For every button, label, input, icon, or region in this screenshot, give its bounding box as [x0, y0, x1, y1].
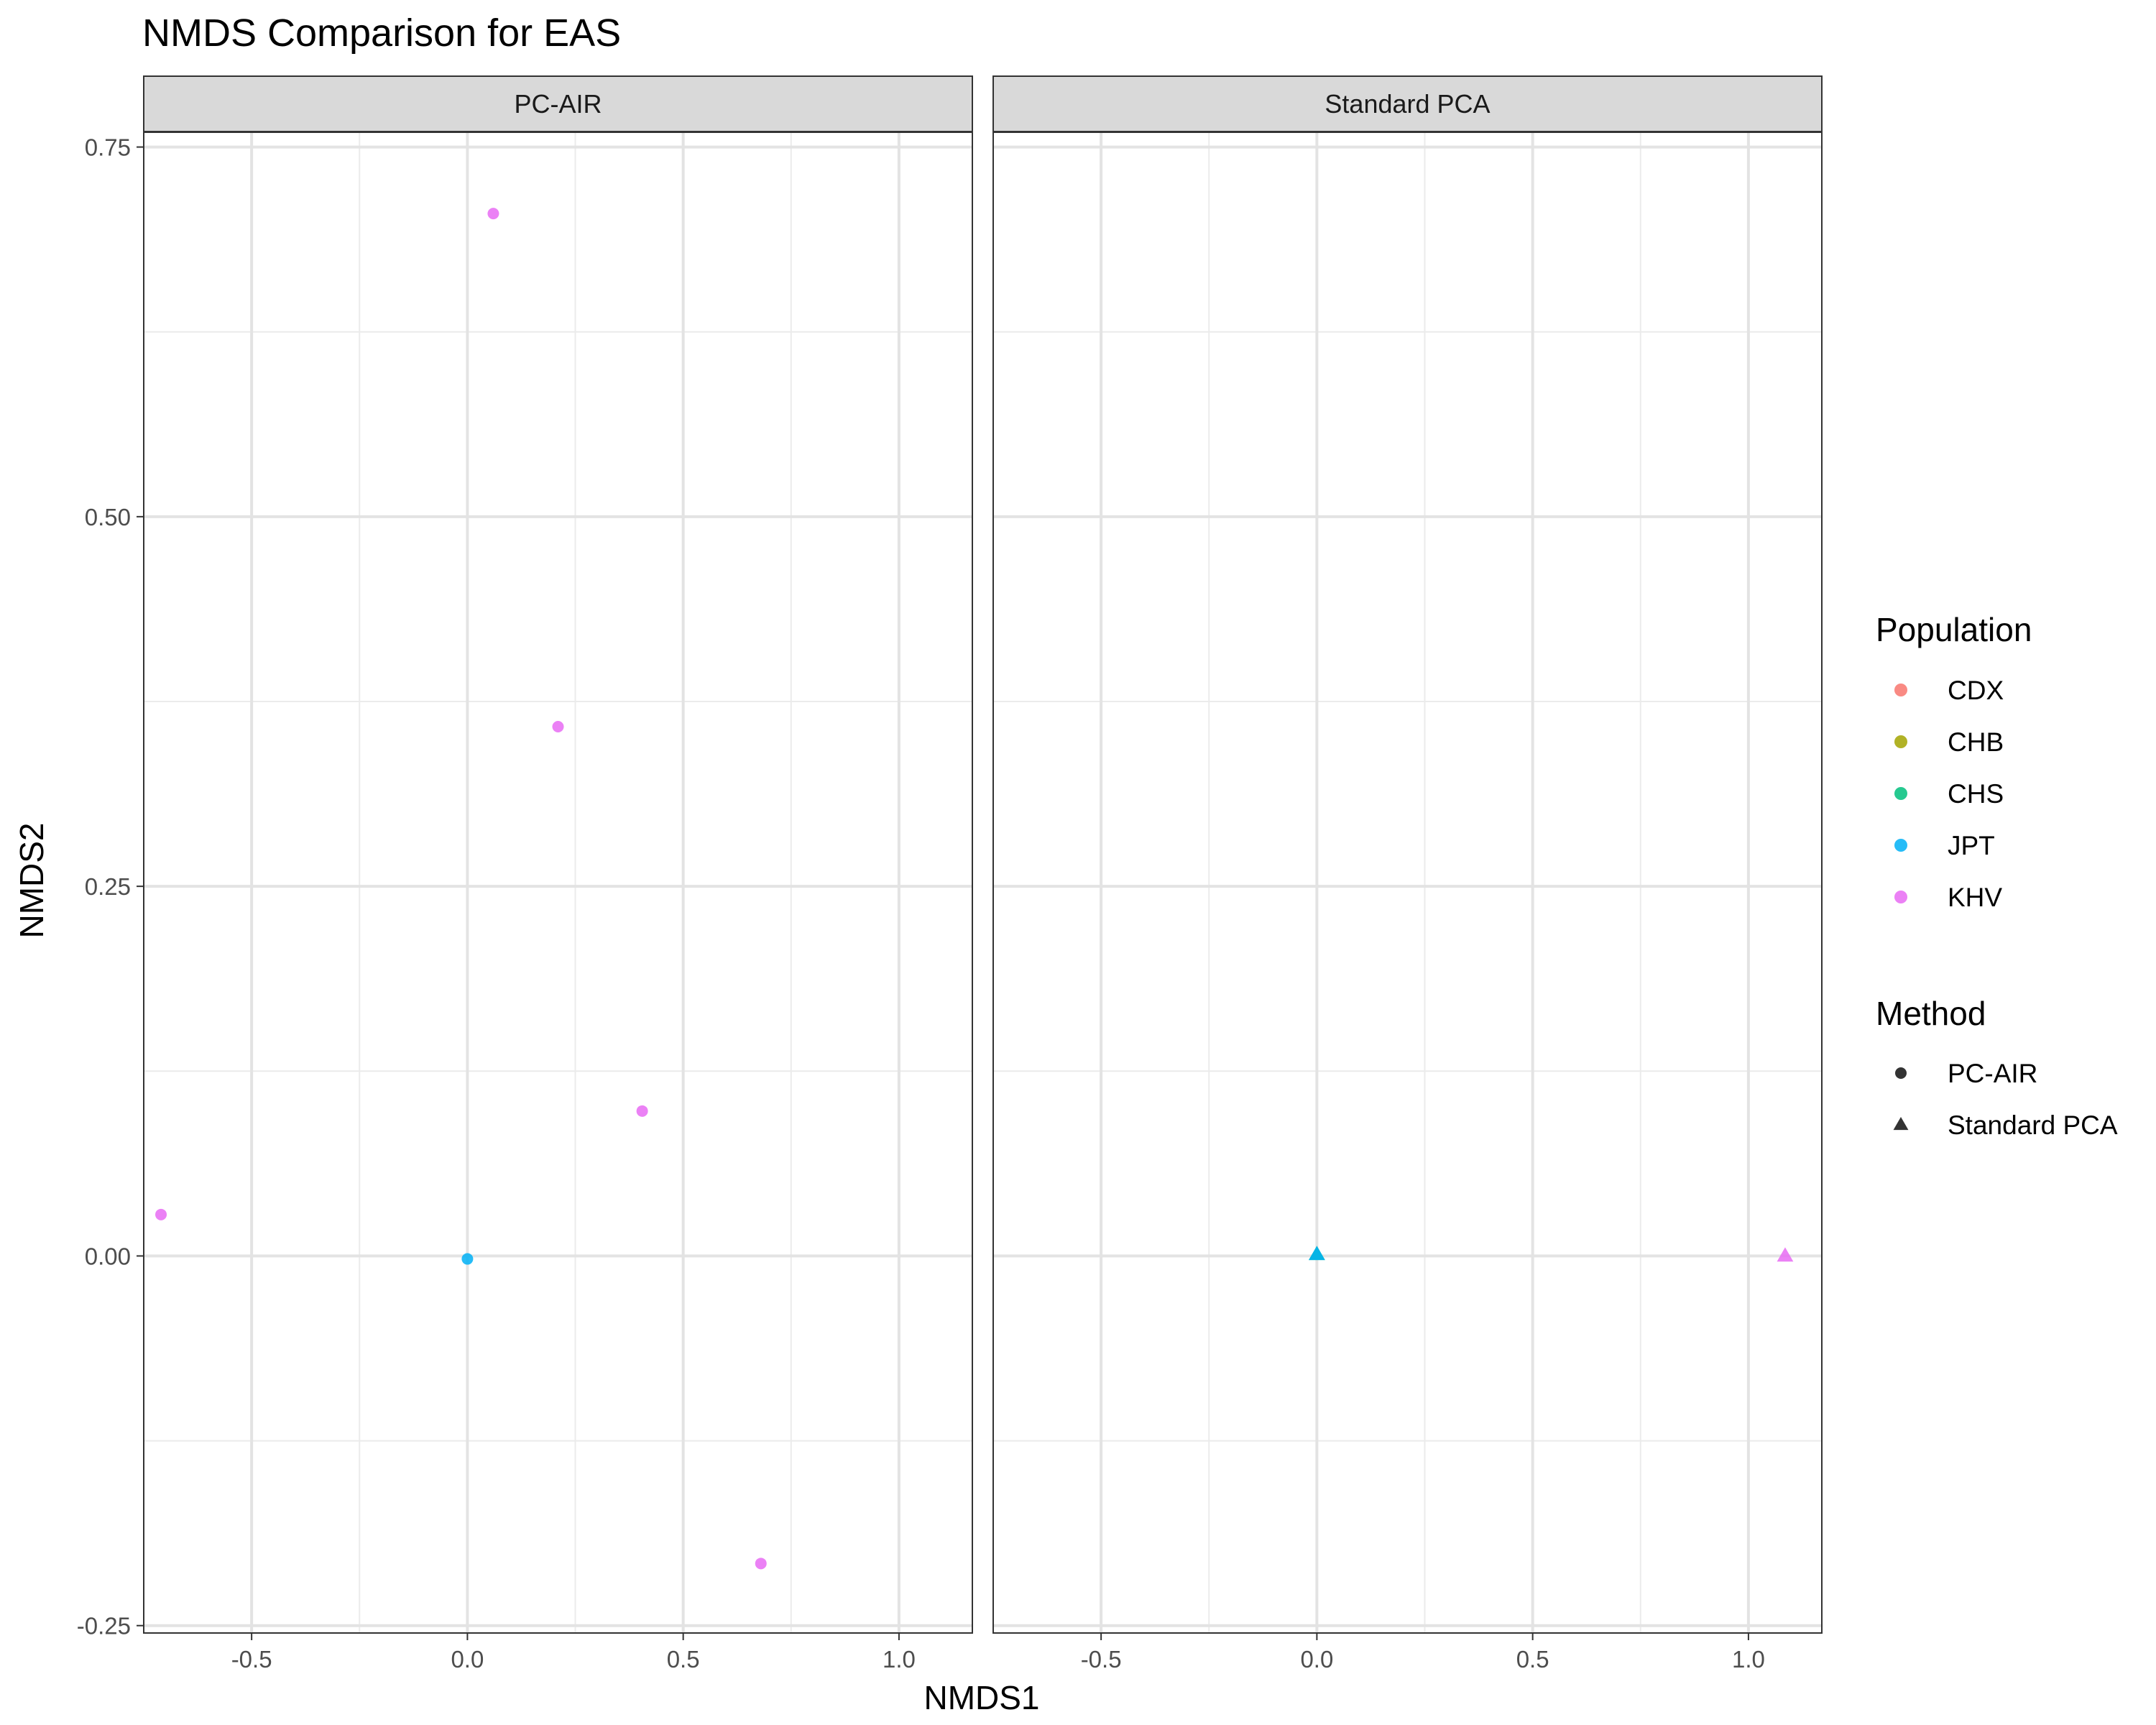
data-point-khv — [487, 208, 499, 220]
facet-panel-2: Standard PCA -0.5 0.0 0.5 1.0 — [992, 75, 1823, 1673]
facet-strip-label: Standard PCA — [1325, 89, 1490, 119]
legend-label-chb: CHB — [1948, 727, 2004, 757]
x-axis-title: NMDS1 — [923, 1679, 1039, 1716]
data-point-khv — [552, 720, 564, 732]
legend-label-method: PC-AIR — [1948, 1059, 2037, 1088]
data-point-khv — [1777, 1247, 1794, 1262]
x-tick-label: 0.5 — [1516, 1646, 1549, 1673]
legend-key-circle — [1895, 1067, 1907, 1079]
y-tick-label: 0.50 — [85, 504, 131, 530]
legend-key-triangle — [1893, 1117, 1909, 1131]
data-point-jpt — [461, 1253, 474, 1265]
x-tick-label: 0.0 — [451, 1646, 484, 1673]
legend-key-khv — [1894, 891, 1907, 903]
legend-label-method: Standard PCA — [1948, 1110, 2118, 1140]
legend-key-chb — [1894, 735, 1907, 748]
legend-key-cdx — [1894, 684, 1907, 696]
panel-border — [992, 132, 1823, 1634]
legend-title-method: Method — [1876, 995, 1986, 1032]
y-tick-label: -0.25 — [77, 1613, 131, 1639]
data-point-khv — [155, 1208, 167, 1220]
data-point-jpt — [1308, 1246, 1325, 1261]
facet-strip-label: PC-AIR — [514, 89, 602, 119]
y-axis: -0.25 0.00 0.25 0.50 0.75 — [77, 134, 144, 1639]
legend: Population CDX CHB CHS JPT KHV Method PC-AIR Sta… — [1876, 611, 2118, 1140]
data-point-khv — [755, 1558, 767, 1570]
panel-background — [993, 132, 1822, 1633]
panel-border — [143, 132, 973, 1634]
facet-panels: PC-AIR -0.5 0.0 0.5 1.0 Standard PCA -0.5 0.0 0.… — [143, 75, 1823, 1673]
facet-strip — [992, 75, 1823, 133]
y-tick-label: 0.25 — [85, 873, 131, 900]
chart-title: NMDS Comparison for EAS — [142, 12, 621, 55]
legend-key-jpt — [1894, 839, 1907, 852]
legend-label-chs: CHS — [1948, 779, 2004, 809]
x-tick-label: -0.5 — [1081, 1646, 1122, 1673]
facet-strip — [143, 75, 973, 133]
y-axis-title: NMDS2 — [13, 822, 50, 938]
data-point-khv — [636, 1105, 648, 1117]
legend-key-chs — [1894, 787, 1907, 800]
legend-label-jpt: JPT — [1948, 831, 1995, 860]
x-tick-label: 1.0 — [883, 1646, 916, 1673]
x-tick-label: 1.0 — [1732, 1646, 1765, 1673]
legend-title-population: Population — [1876, 611, 2032, 648]
y-tick-label: 0.75 — [85, 134, 131, 161]
legend-label-cdx: CDX — [1948, 676, 2004, 705]
legend-label-khv: KHV — [1948, 883, 2002, 912]
y-tick-label: 0.00 — [85, 1243, 131, 1269]
x-tick-label: -0.5 — [231, 1646, 272, 1673]
facet-panel-1: PC-AIR -0.5 0.0 0.5 1.0 — [143, 75, 973, 1673]
x-tick-label: 0.0 — [1300, 1646, 1333, 1673]
panel-background — [144, 132, 972, 1633]
x-tick-label: 0.5 — [667, 1646, 700, 1673]
